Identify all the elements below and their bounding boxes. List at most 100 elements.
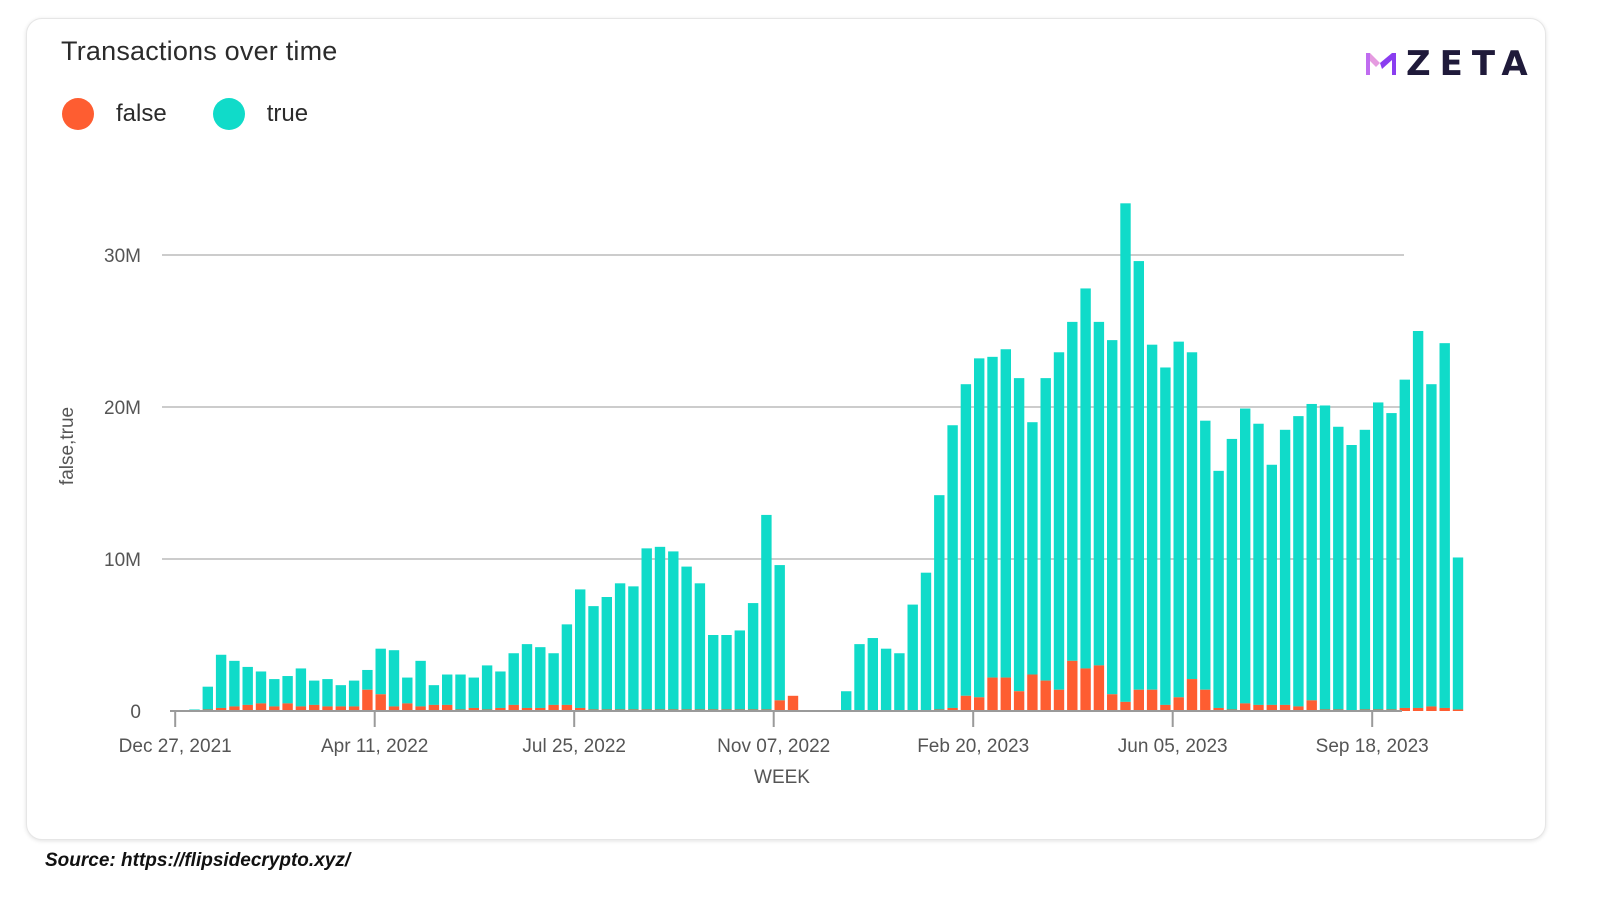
bar-true[interactable] [747,603,759,710]
bar-false[interactable] [1200,689,1211,711]
bar-true[interactable] [1279,429,1291,705]
bar-true[interactable] [1133,261,1144,690]
bar-false[interactable] [548,704,559,711]
bar-true[interactable] [641,548,652,710]
bar-true[interactable] [1067,321,1078,661]
bar-true[interactable] [668,551,679,710]
bar-true[interactable] [1160,367,1171,705]
bar-true[interactable] [335,685,346,707]
bar-true[interactable] [229,660,240,707]
bar-true[interactable] [1439,343,1450,708]
bar-true[interactable] [934,495,945,710]
bar-false[interactable] [1160,704,1171,711]
bar-true[interactable] [1333,426,1344,710]
bar-false[interactable] [1306,700,1317,711]
bar-true[interactable] [734,630,745,710]
bar-false[interactable] [322,706,333,711]
bar-false[interactable] [1213,707,1224,711]
bar-true[interactable] [1293,416,1304,707]
bar-true[interactable] [215,654,227,708]
bar-false[interactable] [521,707,533,711]
bar-true[interactable] [614,583,626,710]
bar-true[interactable] [1346,445,1357,711]
bar-false[interactable] [974,697,985,711]
bar-true[interactable] [402,677,413,704]
bar-true[interactable] [628,586,639,710]
bar-true[interactable] [1319,405,1331,710]
bar-false[interactable] [960,695,972,711]
bar-false[interactable] [1067,660,1078,711]
bar-true[interactable] [242,666,253,705]
bar-false[interactable] [787,695,799,711]
bar-true[interactable] [535,647,546,708]
bar-false[interactable] [1080,668,1091,711]
bar-true[interactable] [960,384,972,696]
bar-true[interactable] [1359,429,1371,710]
bar-true[interactable] [1013,378,1025,692]
bar-false[interactable] [388,706,400,711]
bar-false[interactable] [215,707,227,711]
bar-true[interactable] [1000,349,1011,678]
bar-true[interactable] [1120,203,1131,702]
bar-true[interactable] [1173,341,1184,698]
bar-true[interactable] [348,680,360,707]
bar-true[interactable] [282,676,293,704]
bar-true[interactable] [894,653,905,711]
bar-false[interactable] [1027,674,1038,711]
bar-true[interactable] [947,425,958,708]
bar-true[interactable] [867,638,878,711]
bar-false[interactable] [947,707,958,711]
bar-true[interactable] [1107,340,1118,695]
bar-true[interactable] [269,679,280,707]
bar-true[interactable] [428,685,440,705]
legend-item-false[interactable]: false [62,98,167,130]
bar-false[interactable] [1093,665,1105,711]
bar-true[interactable] [854,644,865,711]
bar-false[interactable] [1173,697,1184,711]
bar-false[interactable] [1120,701,1131,711]
bar-false[interactable] [495,707,506,711]
bar-true[interactable] [1452,557,1464,710]
bar-false[interactable] [468,707,479,711]
bar-false[interactable] [348,706,360,711]
bar-true[interactable] [1093,321,1105,666]
bar-false[interactable] [229,706,240,711]
bar-true[interactable] [1253,423,1264,705]
bar-true[interactable] [322,679,333,707]
bar-false[interactable] [1000,677,1011,711]
bar-false[interactable] [415,706,426,711]
bar-false[interactable] [375,694,386,711]
bar-false[interactable] [561,704,573,711]
bar-false[interactable] [428,704,440,711]
bar-true[interactable] [455,674,466,710]
bar-false[interactable] [1040,680,1051,711]
bar-true[interactable] [309,680,320,705]
bar-true[interactable] [694,583,706,710]
bar-true[interactable] [601,597,612,710]
bar-true[interactable] [561,624,573,705]
bar-true[interactable] [1186,352,1198,680]
bar-false[interactable] [1426,706,1437,711]
bar-false[interactable] [1293,706,1304,711]
bar-true[interactable] [1412,331,1424,708]
bar-true[interactable] [415,660,426,707]
bar-true[interactable] [761,514,772,710]
bar-true[interactable] [974,358,985,698]
bar-true[interactable] [654,546,666,710]
bar-true[interactable] [202,686,213,710]
bar-false[interactable] [1013,691,1025,711]
bar-true[interactable] [1240,408,1251,704]
bar-true[interactable] [987,356,998,678]
bar-false[interactable] [402,703,413,711]
bar-true[interactable] [920,572,932,711]
bar-true[interactable] [880,648,892,711]
bar-false[interactable] [255,703,267,711]
bar-false[interactable] [1253,704,1264,711]
bar-true[interactable] [1146,344,1158,690]
bar-true[interactable] [1306,403,1317,701]
bar-true[interactable] [1266,464,1277,705]
bar-false[interactable] [362,689,373,711]
bar-false[interactable] [1133,689,1144,711]
bar-false[interactable] [1107,694,1118,711]
bar-true[interactable] [774,565,785,701]
